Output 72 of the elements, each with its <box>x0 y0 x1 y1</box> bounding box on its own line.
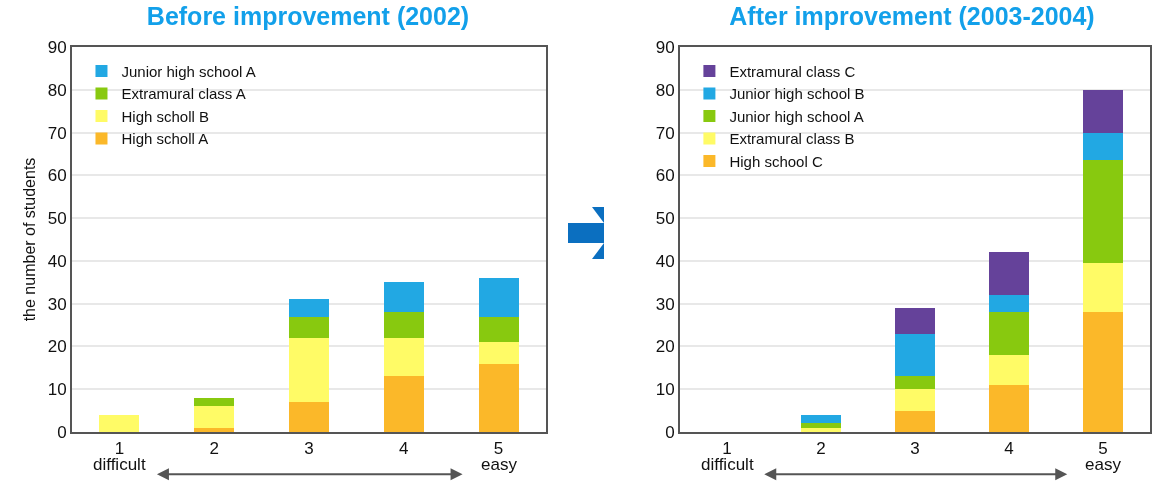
y-tick-label: 40 <box>655 251 675 271</box>
x-tick-label: 4 <box>399 439 409 459</box>
x-tick-label: 2 <box>209 439 219 459</box>
y-tick-label: 70 <box>655 123 675 143</box>
y-axis-title: the number of students <box>21 157 39 322</box>
bar <box>1083 263 1123 313</box>
bar <box>801 423 841 428</box>
bar <box>895 333 935 377</box>
y-tick-label: 50 <box>47 209 67 229</box>
bar <box>895 376 935 390</box>
bar <box>895 410 935 432</box>
legend-label: High scholl A <box>121 130 209 148</box>
y-tick-label: 70 <box>47 123 67 143</box>
bar <box>1083 312 1123 432</box>
bar <box>194 397 235 407</box>
y-tick-label: 50 <box>655 209 675 229</box>
legend-label: High school C <box>729 152 823 170</box>
y-tick-label: 40 <box>47 251 67 271</box>
bar <box>99 414 140 432</box>
y-tick-label: 10 <box>655 380 675 400</box>
y-tick-label: 90 <box>655 37 675 57</box>
y-tick-label: 20 <box>655 337 675 357</box>
bar <box>478 363 519 432</box>
bar <box>194 427 235 432</box>
y-tick-label: 20 <box>47 337 67 357</box>
x-tick-label: 3 <box>304 439 314 459</box>
bar <box>989 295 1029 313</box>
legend-label: High scholl B <box>121 107 210 125</box>
bar <box>289 316 329 338</box>
bar <box>383 337 424 377</box>
bar <box>989 355 1029 385</box>
y-tick-label: 0 <box>665 422 675 442</box>
bar <box>289 299 329 317</box>
legend-label: Junior high school A <box>729 107 864 125</box>
legend-label: Junior high school A <box>121 62 256 80</box>
bar <box>989 252 1029 296</box>
bar <box>289 402 329 432</box>
bar <box>478 342 519 364</box>
x-tick-label: 2 <box>816 439 826 459</box>
legend-label: Extramural class B <box>729 130 855 148</box>
y-tick-label: 60 <box>655 166 675 186</box>
y-tick-label: 80 <box>655 80 675 100</box>
bar <box>383 376 424 432</box>
y-tick-label: 30 <box>655 294 675 314</box>
legend-label: Junior high school B <box>729 85 865 103</box>
bar <box>801 427 841 432</box>
bar <box>478 316 519 343</box>
y-tick-label: 60 <box>47 166 67 186</box>
bar <box>1083 89 1123 133</box>
y-tick-label: 80 <box>47 80 67 100</box>
bar <box>478 278 519 317</box>
legend-label: Extramural class A <box>121 85 246 103</box>
chart-title: After improvement (2003-2004) <box>729 1 1095 30</box>
bar <box>383 282 424 313</box>
bar <box>801 414 841 424</box>
bar <box>194 406 235 428</box>
y-tick-label: 90 <box>47 37 67 57</box>
y-tick-label: 10 <box>47 380 67 400</box>
legend-label: Extramural class C <box>729 62 856 80</box>
bar <box>289 337 329 403</box>
bar <box>989 384 1029 432</box>
bar <box>1083 132 1123 161</box>
y-tick-label: 30 <box>47 294 67 314</box>
bar <box>895 307 935 334</box>
y-tick-label: 0 <box>57 422 67 442</box>
bar <box>383 312 424 338</box>
chart-title: Before improvement (2002) <box>146 1 470 30</box>
x-tick-label: 3 <box>910 439 920 459</box>
bar <box>1083 160 1123 264</box>
x-tick-label: 4 <box>1004 439 1014 459</box>
bar <box>989 312 1029 355</box>
bar <box>895 389 935 411</box>
